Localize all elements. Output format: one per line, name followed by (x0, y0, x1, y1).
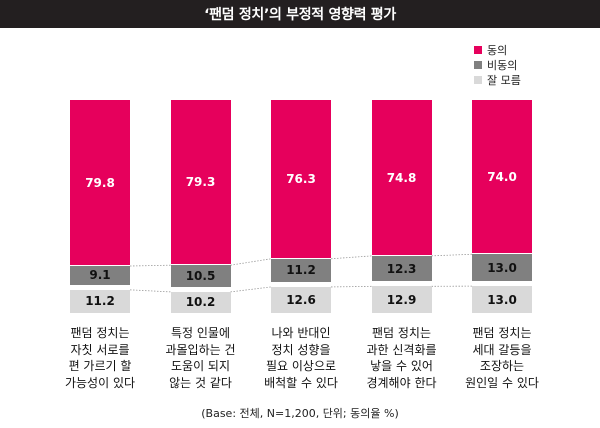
legend: 동의 비동의 잘 모름 (474, 42, 521, 87)
series-connector-line (129, 289, 171, 293)
series-connector-line (230, 258, 272, 266)
value-label-agree: 79.3 (185, 175, 216, 190)
bar-segment-agree (70, 100, 130, 266)
value-label-disagree: 9.1 (89, 268, 111, 283)
legend-label-agree: 동의 (487, 43, 508, 57)
bar-segment-dont-know (271, 286, 331, 313)
bar-segment-dont-know (371, 286, 432, 313)
value-label-dont-know: 10.2 (185, 295, 216, 310)
value-label-disagree: 11.2 (286, 263, 316, 278)
value-label-disagree: 12.3 (386, 261, 417, 276)
value-label-agree: 74.8 (386, 170, 417, 185)
series-connector-line (330, 285, 372, 288)
value-label-dont-know: 13.0 (487, 292, 517, 307)
legend-item-agree: 동의 (474, 42, 521, 57)
value-label-disagree: 13.0 (487, 260, 517, 275)
legend-swatch-dont-know (474, 75, 482, 84)
category-label: 팬덤 정치는 자칫 서로를 편 가르기 할 가능성이 있다 (64, 326, 136, 390)
legend-label-disagree: 비동의 (487, 58, 518, 72)
bar-segment-disagree (271, 258, 331, 282)
legend-item-disagree: 비동의 (474, 57, 521, 72)
value-label-dont-know: 11.2 (85, 294, 115, 309)
value-label-agree: 74.0 (487, 169, 517, 184)
series-connector-line (129, 264, 171, 267)
category-label: 나와 반대인 정치 성향을 필요 이상으로 배척할 수 있다 (264, 326, 338, 390)
legend-swatch-agree (474, 45, 482, 54)
bar-segment-disagree (472, 254, 532, 282)
bar-segment-disagree (170, 265, 231, 287)
category-label: 팬덤 정치는 과한 신격화를 낳을 수 있어 경계해야 한다 (366, 326, 437, 390)
legend-label-dont-know: 잘 모름 (487, 73, 521, 87)
series-connector-line (330, 255, 372, 260)
series-connector-line (230, 286, 272, 293)
bar-segment-agree (271, 100, 331, 258)
bar-segment-agree (472, 100, 532, 254)
category-label: 팬덤 정치는 세대 갈등을 조장하는 원인일 수 있다 (465, 326, 539, 390)
value-label-agree: 79.8 (85, 175, 115, 190)
bar-segment-dont-know (472, 286, 532, 313)
legend-item-dont-know: 잘 모름 (474, 72, 521, 87)
value-label-disagree: 10.5 (185, 269, 216, 284)
bar-segment-agree (371, 100, 432, 255)
series-connector-line (431, 253, 473, 257)
bar-segment-dont-know (70, 289, 130, 313)
bar-segment-agree (170, 100, 231, 265)
footnote: (Base: 전체, N=1,200, 단위; 동의율 %) (201, 407, 399, 420)
value-label-dont-know: 12.6 (286, 292, 316, 307)
category-label: 특정 인물에 과몰입하는 건 도움이 되지 않는 것 같다 (165, 326, 236, 390)
value-label-agree: 76.3 (286, 171, 316, 186)
chart-title: ‘팬덤 정치’의 부정적 영향력 평가 (204, 7, 396, 23)
bar-segment-dont-know (170, 291, 231, 313)
bar-segment-disagree (371, 255, 432, 282)
title-bar: ‘팬덤 정치’의 부정적 영향력 평가 (0, 0, 600, 28)
bar-segment-disagree (70, 266, 130, 285)
value-label-dont-know: 12.9 (386, 292, 417, 307)
legend-swatch-disagree (474, 60, 482, 69)
